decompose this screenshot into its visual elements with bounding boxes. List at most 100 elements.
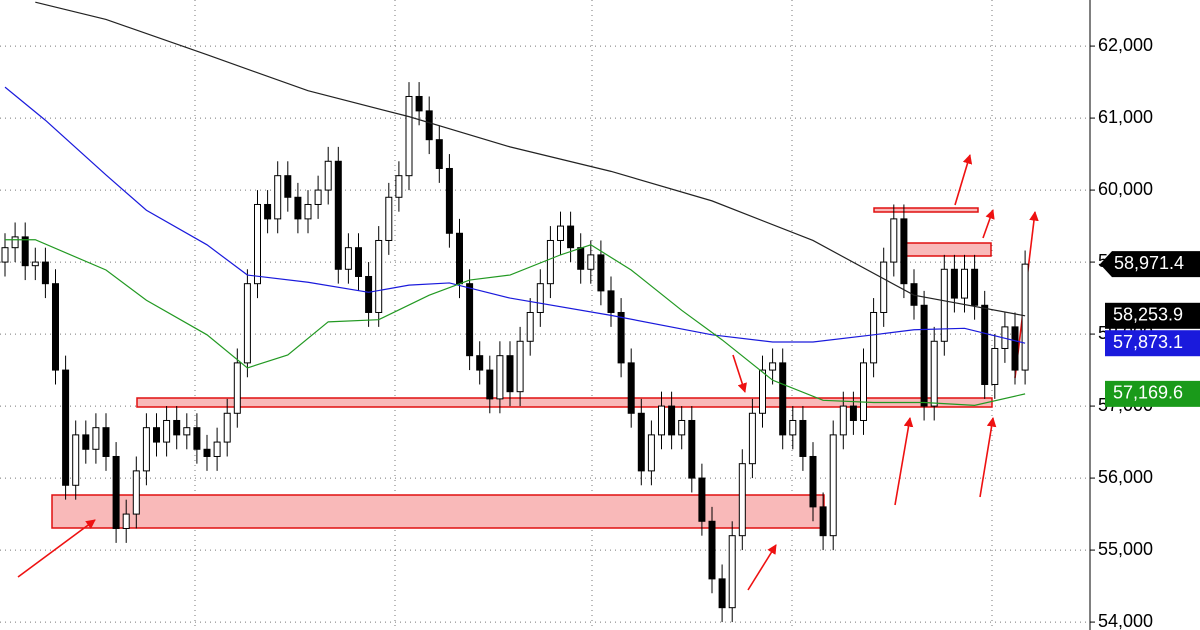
candle-body [52,283,59,371]
candle-body [961,268,968,299]
moving-average [4,86,1026,344]
candle-body [284,175,292,198]
candle-body [1011,326,1019,371]
zone [51,494,825,529]
zone [901,242,992,257]
candle-body [748,412,756,465]
line-tag-label: 57,873.1 [1113,332,1183,352]
candle-body [72,434,80,486]
candle-body [102,427,110,457]
candle-body [779,362,787,436]
candle-body [567,225,575,249]
candle-body [738,463,746,537]
moving-average [35,1,1026,317]
candle-body [456,232,463,285]
candle-body [173,419,181,436]
candle-body [920,304,928,407]
arrow [17,519,96,578]
candle-body [445,167,453,234]
arrow [732,354,747,393]
candle-body [183,427,191,436]
candle-body [82,434,90,450]
candle-body [92,427,100,450]
candle-body [668,405,676,436]
candle-body [344,247,352,270]
candle-body [11,236,19,249]
candle-body [647,434,655,472]
candle-body [557,225,564,241]
candle-body [486,369,494,400]
arrow [982,209,995,239]
candle-body [243,283,251,364]
arrow [894,417,914,506]
candle-body [415,95,423,112]
candle-body [829,434,837,537]
candle-body [496,355,504,400]
candle-body [991,347,999,385]
candle-body [21,236,29,267]
candle-body [890,218,898,263]
candle-body [546,239,554,285]
zone [873,207,979,213]
candle-body [163,419,171,443]
candle-body [476,355,484,371]
candle-body [112,455,120,529]
candle-body [223,412,231,443]
candle-body [274,175,282,220]
arrow [954,154,973,206]
candle-body [799,419,807,457]
candle-body [860,362,867,421]
candle-body [1021,263,1029,371]
candle-body [819,506,827,537]
candle-body [577,247,585,270]
candle-body [506,355,514,393]
price-tag-label: 58,971.4 [1114,253,1184,273]
candle-body [870,311,878,364]
candle-body [62,369,70,486]
y-tick-label: 61,000 [1098,107,1153,127]
candle-body [314,189,322,205]
line-tag [1105,330,1200,357]
candle-body [688,419,696,479]
candle-body [607,290,615,313]
y-tick-label: 60,000 [1098,179,1153,199]
candle-body [233,362,241,414]
candle-body [759,369,766,414]
candle-body [910,283,918,306]
candle-body [41,261,49,285]
candle-body [324,160,332,191]
candle-body [698,477,706,522]
candle-body [637,412,645,472]
candle-body [658,405,665,436]
candle-body [536,283,544,313]
candle-body [1,247,9,263]
candle-body [254,203,261,285]
candle-body [375,239,383,313]
candle-body [193,427,201,450]
line-tag [1105,302,1200,329]
price-tag [1100,251,1200,278]
candle-body [334,160,342,270]
candle-body [264,203,272,220]
line-tag [1105,380,1200,407]
arrow [747,544,777,591]
y-tick-label: 54,000 [1098,611,1153,630]
candle-body [425,110,433,141]
candle-body [526,311,534,342]
candle-body [405,95,413,177]
candle-body [900,218,908,285]
candle-body [971,268,979,306]
candle-body [294,196,302,220]
annotations [51,207,993,529]
candle-body [304,203,312,220]
candle-body [153,427,160,443]
candle-body [627,362,635,414]
candle-body [880,261,888,313]
candle-body [587,254,595,270]
zone [136,397,993,408]
candle-body [708,520,716,580]
candle-body [981,304,989,385]
candle-body [132,470,140,515]
